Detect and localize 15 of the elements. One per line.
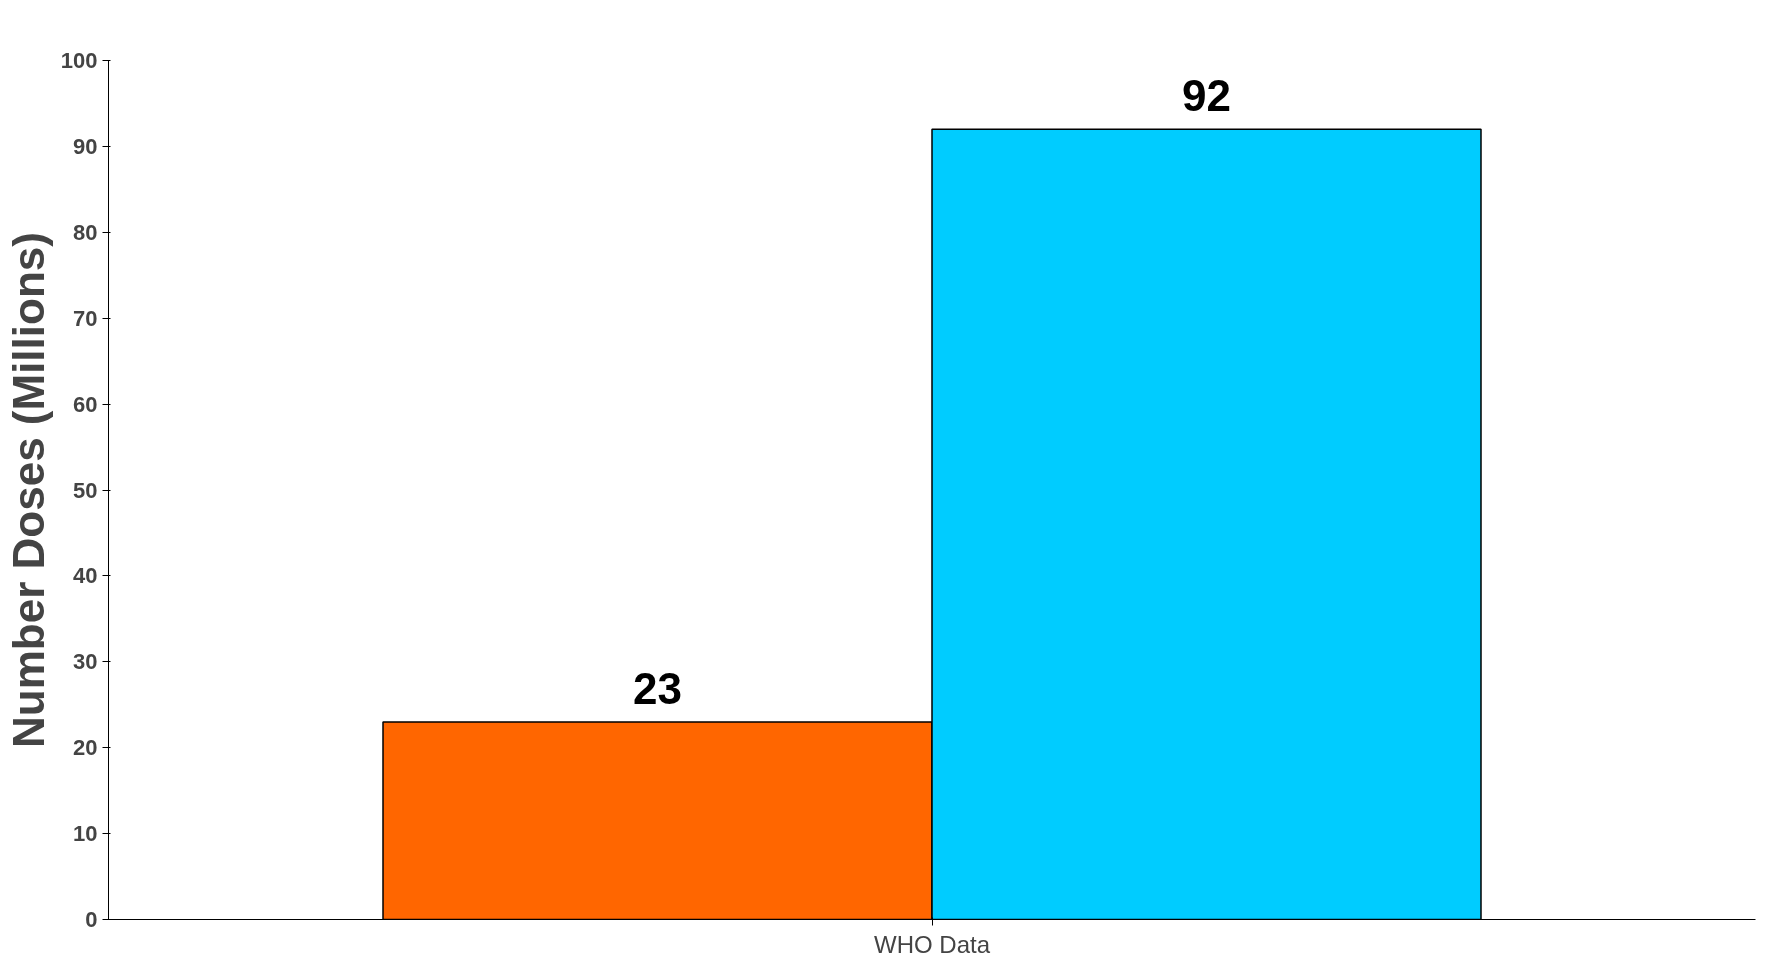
y-tick-label: 100 xyxy=(60,48,98,73)
x-tick-label: WHO Data xyxy=(873,930,991,958)
data-label: 92 xyxy=(1182,71,1231,121)
y-tick-label: 70 xyxy=(73,305,98,331)
y-axis-title: Number Doses (Millions) xyxy=(3,232,53,748)
y-tick-label: 90 xyxy=(73,133,98,159)
y-tick-label: 50 xyxy=(73,477,98,503)
y-tick-label: 30 xyxy=(73,649,98,675)
y-tick-label: 0 xyxy=(85,907,98,932)
y-tick-label: 40 xyxy=(73,563,98,589)
y-tick-label: 80 xyxy=(73,219,98,245)
y-tick-label: 60 xyxy=(73,391,98,417)
data-label: 23 xyxy=(633,663,682,713)
y-tick-label: 10 xyxy=(73,821,98,847)
y-tick-label: 20 xyxy=(73,735,98,761)
